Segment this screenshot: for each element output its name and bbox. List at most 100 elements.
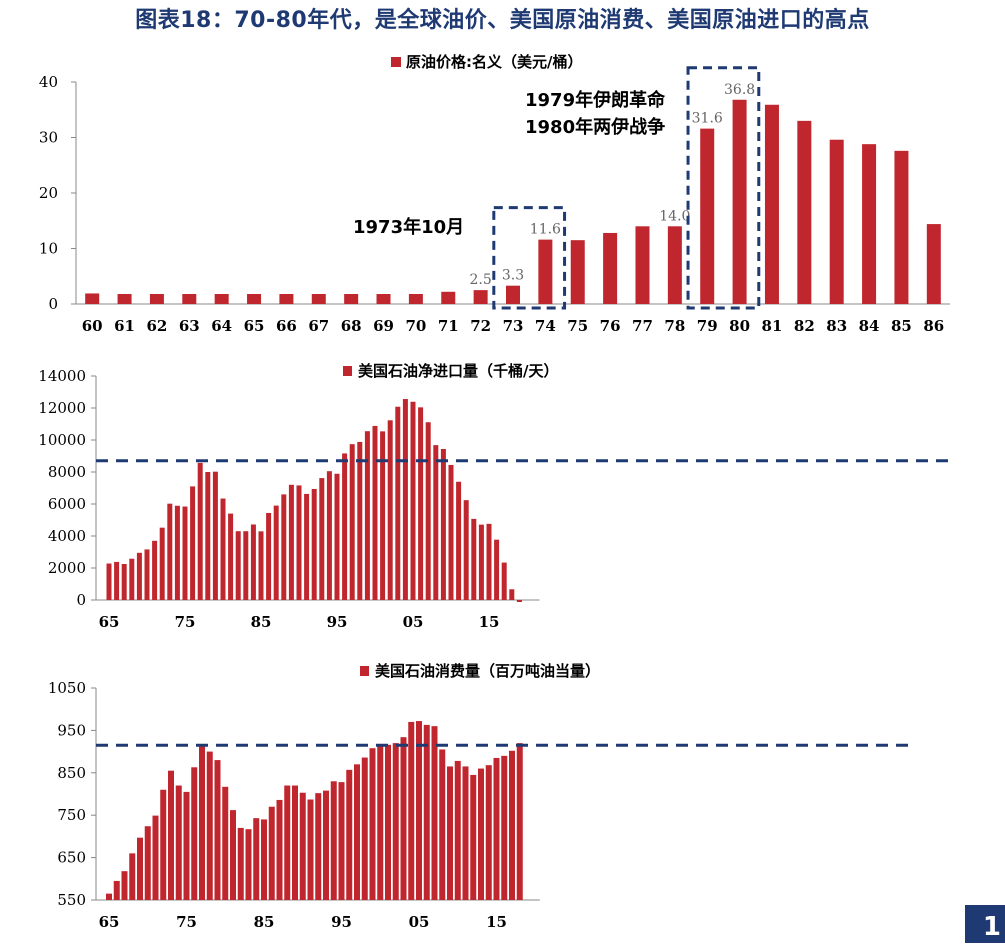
value-bar [342,453,348,600]
value-bar [385,744,391,900]
value-bar [494,539,500,600]
x-tick-label: 60 [82,317,103,335]
annotation-1973: 1973年10月 [353,216,464,238]
value-bar [273,505,279,600]
value-bar [159,527,165,600]
y-tick-label: 0 [76,591,86,609]
value-bar [425,422,431,600]
value-bar [129,853,136,900]
y-tick-label: 650 [57,849,86,867]
value-bar [288,484,294,600]
value-bar [392,743,399,900]
value-bar [361,757,368,900]
x-tick-label: 86 [923,317,944,335]
value-bar [357,441,363,600]
price-bar [311,294,326,304]
value-bar [416,721,422,900]
value-bar [410,401,416,600]
value-bar [191,767,198,900]
price-bar [538,239,553,304]
price-bar [894,150,909,304]
x-tick-label: 61 [114,317,135,335]
value-bar [197,462,203,600]
y-tick-label: 4000 [48,527,86,545]
value-bar [470,774,477,900]
price-bar [441,291,456,304]
value-bar [402,399,408,600]
x-tick-label: 65 [99,913,120,931]
x-tick-label: 69 [373,317,394,335]
y-tick-label: 950 [57,721,86,739]
price-bar [829,139,844,304]
price-bar [926,224,941,304]
value-bar [174,505,180,600]
data-label: 14.0 [659,208,690,224]
value-bar [276,799,283,900]
value-bar [334,473,340,600]
value-bar [486,523,492,600]
x-tick-label: 85 [254,913,275,931]
value-bar [243,531,249,600]
value-bar [387,420,393,600]
value-bar [315,793,322,900]
x-tick-label: 62 [146,317,167,335]
value-bar [307,799,314,900]
y-tick-label: 30 [39,129,58,147]
y-tick-label: 6000 [48,495,86,513]
page-number-badge: 1 [965,905,1005,943]
value-bar [462,766,469,900]
value-bar [214,760,221,900]
value-bar [144,826,151,900]
annotation-1979: 1979年伊朗革命 [525,89,666,111]
x-tick-label: 70 [405,317,426,335]
x-tick-label: 80 [729,317,750,335]
value-bar [114,561,120,600]
price-bar [344,294,359,304]
value-bar [456,481,462,600]
highlight-box [686,66,761,310]
price-bar [85,293,100,304]
annotation-1980: 1980年两伊战争 [525,116,665,138]
y-tick-label: 0 [48,295,58,313]
value-bar [212,471,218,600]
data-label: 31.6 [692,111,723,127]
value-bar [296,485,302,600]
legend-swatch [343,366,352,376]
value-bar [284,785,291,900]
x-tick-label: 66 [276,317,297,335]
value-bar [418,407,424,600]
x-tick-label: 15 [486,913,507,931]
value-bar [235,531,241,600]
value-bar [330,781,337,900]
price-bar [700,128,715,304]
page-title: 图表18：70-80年代，是全球油价、美国原油消费、美国原油进口的高点 [135,8,870,33]
value-bar [253,818,260,900]
price-bar [732,99,747,304]
x-tick-label: 79 [697,317,718,335]
value-bar [501,562,507,600]
value-bar [268,806,275,900]
value-bar [400,737,407,900]
value-bar [281,494,287,600]
us-net-imports-chart: 0 2000 4000 6000 8000 10000 12000 14000 65 75 85 95… [38,362,950,631]
value-bar [433,445,439,600]
x-tick-label: 68 [341,317,362,335]
price-bar [635,226,650,304]
value-bar [408,721,415,900]
value-bar [304,493,310,600]
value-bar [292,785,298,900]
x-tick-label: 95 [331,913,352,931]
highlight-box [492,206,567,310]
x-tick-label: 05 [403,613,424,631]
x-tick-label: 82 [794,317,815,335]
value-bar [395,406,401,600]
value-bar [167,503,173,600]
value-bar [447,766,453,900]
value-bar [431,726,438,900]
y-tick-label: 12000 [38,399,86,417]
x-tick-label: 78 [664,317,685,335]
y-tick-label: 2000 [48,559,86,577]
value-bar [516,743,523,900]
value-bar [478,524,484,600]
value-bar [266,512,272,600]
